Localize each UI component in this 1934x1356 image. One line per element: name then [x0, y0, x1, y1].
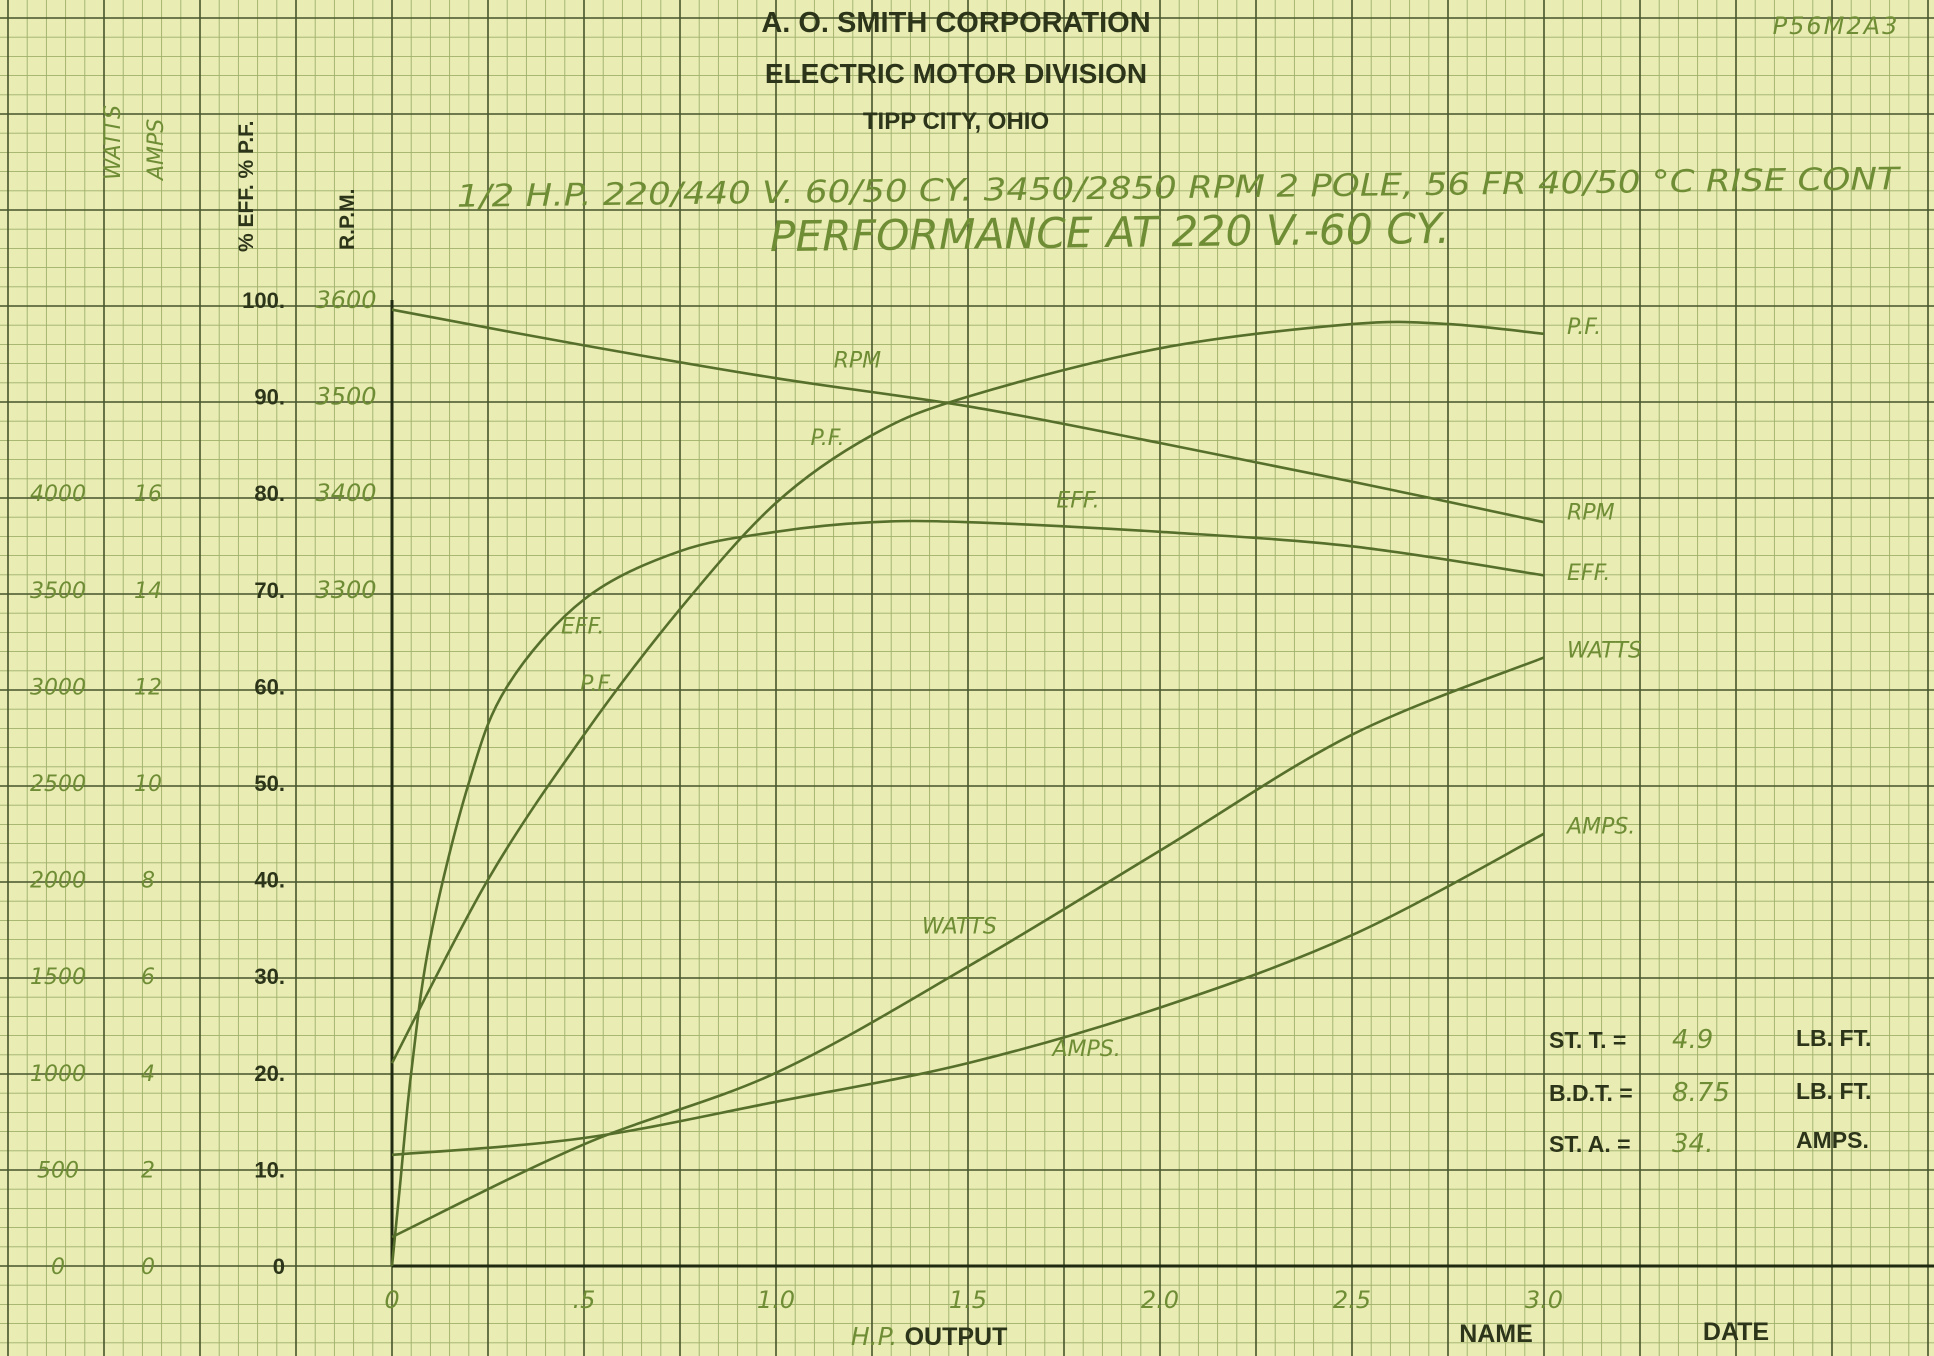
watts-tick-label: 0	[51, 1255, 65, 1280]
curve-label-amps: AMPS.	[1050, 1037, 1120, 1062]
x-tick-label: .5	[573, 1286, 596, 1314]
st-t-value: 4.9	[1672, 1025, 1713, 1055]
x-tick-label: 3.0	[1525, 1286, 1563, 1314]
st-t-label: ST. T. =	[1549, 1027, 1626, 1053]
rpm-tick-label: 3400	[315, 479, 376, 507]
output-hp-prefix: H.P.	[851, 1322, 897, 1351]
rpm-axis-title: R.P.M.	[336, 189, 359, 250]
bdt-value: 8.75	[1672, 1078, 1730, 1108]
curve-label-pf: P.F.	[1567, 315, 1601, 340]
pct-tick-label: 90.	[254, 385, 285, 410]
curve-labels: RPM RPM P.F. P.F. P.F. EFF. EFF. EFF. WATTS WATTS…	[561, 315, 1642, 1062]
amps-tick-label: 12	[134, 675, 162, 700]
st-a-value: 34.	[1672, 1129, 1713, 1159]
st-a-unit: AMPS.	[1796, 1127, 1869, 1153]
watts-tick-label: 2000	[30, 869, 86, 894]
data-curves	[390, 308, 1545, 1267]
watts-tick-label: 2500	[30, 772, 86, 797]
st-a-label: ST. A. =	[1549, 1131, 1631, 1157]
company-name: A. O. SMITH CORPORATION	[761, 7, 1150, 39]
performance-line: PERFORMANCE AT 220 V.-60 CY.	[770, 204, 1451, 261]
watts-tick-label: 1500	[30, 965, 86, 990]
curve-label-watts: WATTS	[922, 915, 997, 940]
pct-tick-label: 70.	[254, 578, 285, 603]
form-number: P56M2A3	[1773, 12, 1900, 40]
x-tick-label: 0	[384, 1286, 399, 1314]
name-label: NAME	[1459, 1320, 1533, 1348]
amps-tick-label: 14	[134, 579, 162, 604]
starting-amps: ST. A. = 34. AMPS.	[1549, 1127, 1869, 1159]
amps-tick-label: 2	[141, 1158, 155, 1183]
pct-tick-label: 40.	[254, 868, 285, 893]
bdt-label: B.D.T. =	[1549, 1080, 1633, 1106]
pct-tick-label: 80.	[254, 481, 285, 506]
x-tick-label: 1.5	[949, 1286, 987, 1314]
pct-tick-label: 0	[273, 1254, 285, 1279]
curve-rpm	[391, 308, 1545, 524]
x-tick-label: 2.5	[1333, 1286, 1371, 1314]
curve-label-eff: EFF.	[561, 614, 604, 639]
watts-axis-title: WATTS	[101, 105, 126, 180]
pct-tick-label: 50.	[254, 771, 285, 796]
curve-label-eff: EFF.	[1567, 561, 1610, 586]
st-t-unit: LB. FT.	[1796, 1025, 1871, 1051]
watts-tick-label: 3500	[30, 579, 86, 604]
pct-tick-label: 60.	[254, 674, 285, 699]
amps-tick-label: 10	[134, 772, 162, 797]
x-tick-label: 1.0	[757, 1286, 795, 1314]
pct-axis-title: % EFF. % P.F.	[235, 121, 258, 253]
amps-tick-label: 6	[141, 965, 155, 990]
pct-tick-label: 10.	[254, 1157, 285, 1182]
amps-axis-title: AMPS	[144, 119, 169, 182]
curve-pf	[390, 320, 1545, 1064]
x-tick-label: 2.0	[1141, 1286, 1179, 1314]
breakdown-torque: B.D.T. = 8.75 LB. FT.	[1549, 1078, 1871, 1108]
tick-labels: 0 .5 1.0 1.5 2.0 2.5 3.0 0 10. 20. 30. 40. 50. 60. 70.…	[30, 286, 1563, 1314]
curve-label-rpm: RPM	[834, 349, 882, 374]
curve-label-eff: EFF.	[1056, 489, 1099, 514]
pct-tick-label: 100.	[242, 288, 285, 313]
chart-axes	[390, 300, 1934, 1268]
bdt-unit: LB. FT.	[1796, 1078, 1871, 1104]
rpm-tick-label: 3300	[315, 576, 376, 604]
watts-tick-label: 1000	[30, 1062, 86, 1087]
pct-tick-label: 20.	[254, 1061, 285, 1086]
curve-amps	[391, 832, 1545, 1157]
rpm-tick-label: 3600	[315, 286, 376, 314]
company-location: TIPP CITY, OHIO	[863, 108, 1049, 135]
amps-tick-label: 8	[141, 869, 155, 894]
division-name: ELECTRIC MOTOR DIVISION	[765, 58, 1147, 89]
watts-tick-label: 500	[37, 1158, 79, 1183]
x-axis-title: OUTPUT	[905, 1323, 1008, 1351]
curve-label-pf: P.F.	[580, 672, 614, 697]
rpm-tick-label: 3500	[315, 383, 376, 411]
watts-tick-label: 4000	[30, 482, 86, 507]
watts-tick-label: 3000	[30, 675, 86, 700]
amps-tick-label: 16	[134, 482, 162, 507]
pct-tick-label: 30.	[254, 964, 285, 989]
curve-watts	[391, 656, 1545, 1239]
curve-label-amps: AMPS.	[1565, 815, 1635, 840]
curve-label-watts: WATTS	[1567, 638, 1642, 663]
curve-eff	[390, 519, 1545, 1267]
curve-label-rpm: RPM	[1567, 500, 1615, 525]
amps-tick-label: 4	[141, 1062, 155, 1087]
starting-torque: ST. T. = 4.9 LB. FT.	[1549, 1025, 1871, 1055]
curve-label-pf: P.F.	[811, 426, 845, 451]
amps-tick-label: 0	[141, 1255, 155, 1280]
date-label: DATE	[1703, 1318, 1769, 1346]
